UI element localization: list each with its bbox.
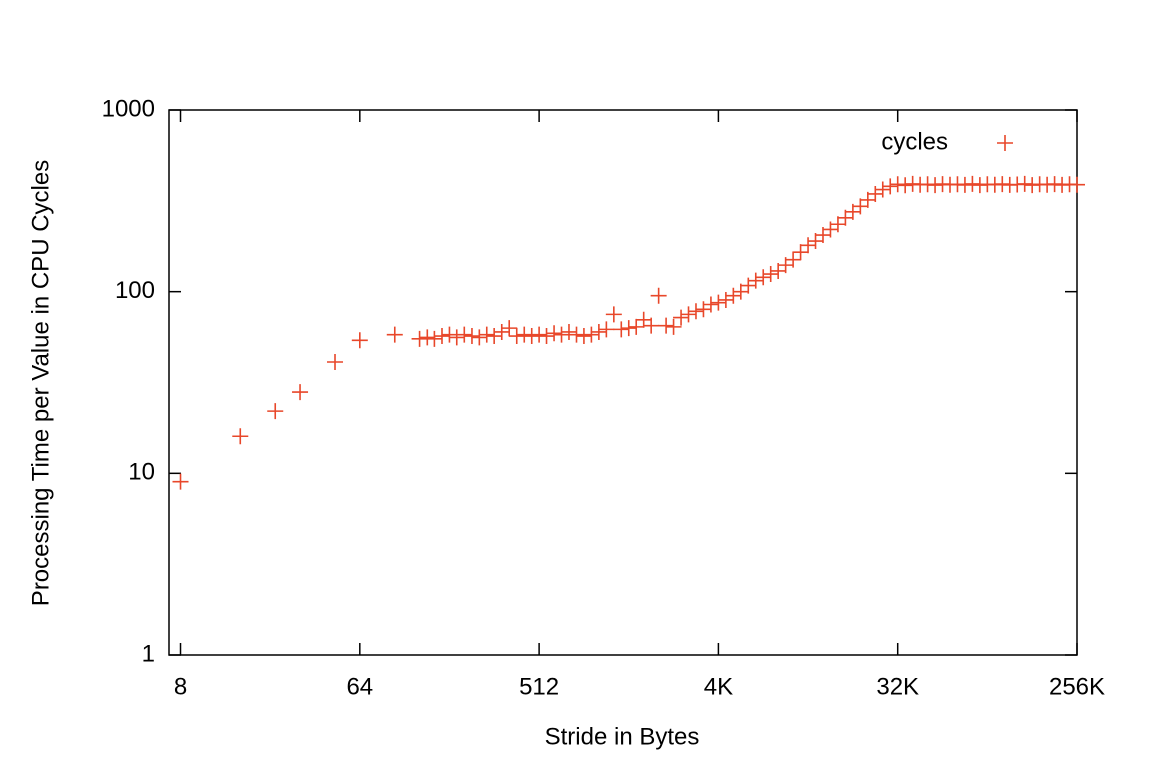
data-point	[493, 323, 510, 340]
data-point	[628, 318, 645, 335]
data-point	[874, 181, 891, 198]
data-point	[463, 328, 480, 345]
y-axis-label: Processing Time per Value in CPU Cycles	[27, 160, 54, 606]
data-point	[994, 176, 1011, 193]
data-point	[702, 296, 719, 313]
x-tick-label: 8	[174, 673, 187, 700]
data-point	[448, 329, 465, 346]
data-point	[1024, 177, 1041, 194]
data-point	[643, 317, 660, 334]
data-point	[725, 287, 742, 304]
data-point	[785, 251, 802, 268]
data-point	[523, 328, 540, 345]
plot-frame	[168, 109, 1078, 656]
data-point	[620, 320, 637, 337]
legend-marker	[997, 135, 1013, 151]
data-point	[680, 306, 697, 323]
data-point	[560, 323, 577, 340]
data-point	[419, 329, 436, 346]
data-point	[747, 272, 764, 289]
data-point	[590, 323, 607, 340]
data-point	[531, 326, 548, 343]
data-point	[897, 177, 914, 194]
data-point	[919, 176, 936, 193]
data-point	[904, 175, 921, 192]
data-point	[673, 309, 690, 326]
data-point	[956, 176, 973, 193]
x-tick-label: 512	[519, 673, 559, 700]
data-point	[605, 306, 622, 323]
data-point	[882, 178, 899, 195]
data-point	[456, 326, 473, 343]
data-point	[267, 403, 284, 420]
data-point	[441, 326, 458, 343]
data-point	[1046, 176, 1063, 193]
data-point	[658, 317, 675, 334]
data-point	[386, 326, 403, 343]
data-point	[710, 294, 727, 311]
data-point	[471, 329, 488, 346]
data-point	[426, 330, 443, 347]
data-point	[852, 198, 869, 215]
x-axis-label: Stride in Bytes	[545, 723, 700, 750]
data-point	[598, 321, 615, 338]
data-point	[546, 325, 563, 342]
data-point	[508, 328, 525, 345]
data-point	[478, 326, 495, 343]
data-point	[553, 326, 570, 343]
data-point	[486, 328, 503, 345]
data-point	[665, 318, 682, 335]
x-tick-label: 4K	[704, 673, 733, 700]
data-point	[433, 328, 450, 345]
data-point	[762, 266, 779, 283]
data-point	[1069, 176, 1085, 193]
data-point	[717, 291, 734, 308]
data-point	[501, 320, 518, 337]
y-tick-label: 100	[115, 277, 155, 304]
data-point	[327, 354, 344, 371]
x-tick-label: 64	[346, 673, 373, 700]
data-point	[792, 244, 809, 261]
data-point	[800, 237, 817, 254]
data-point	[575, 328, 592, 345]
data-point	[172, 473, 189, 490]
data-point	[829, 216, 846, 233]
data-point	[650, 287, 667, 304]
data-point	[927, 177, 944, 194]
legend-label: cycles	[881, 128, 948, 155]
data-point	[351, 332, 368, 349]
data-point	[964, 175, 981, 192]
data-point	[411, 330, 428, 347]
data-point	[613, 321, 630, 338]
data-point	[538, 328, 555, 345]
data-point	[516, 326, 533, 343]
data-point	[232, 428, 249, 445]
data-point	[867, 185, 884, 202]
data-point	[1016, 175, 1033, 192]
data-point	[971, 177, 988, 194]
data-point	[568, 326, 585, 343]
x-tick-label: 32K	[876, 673, 919, 700]
y-tick-label: 1	[142, 640, 155, 667]
data-point	[292, 384, 309, 401]
y-tick-label: 10	[128, 459, 155, 486]
data-point	[687, 303, 704, 320]
data-point	[755, 269, 772, 286]
data-point	[583, 326, 600, 343]
data-point	[889, 176, 906, 193]
x-tick-label: 256K	[1049, 673, 1105, 700]
y-tick-label: 1000	[102, 95, 155, 122]
